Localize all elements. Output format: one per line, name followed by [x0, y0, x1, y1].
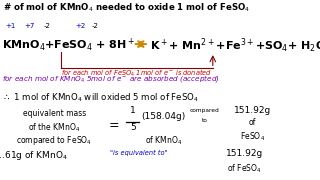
Text: $\therefore$ 1 mol of KMnO$_4$ will oxided 5 mol of FeSO$_4$: $\therefore$ 1 mol of KMnO$_4$ will oxid…: [2, 92, 198, 104]
Text: 31.61g of KMnO$_4$: 31.61g of KMnO$_4$: [0, 149, 68, 162]
Text: FeSO$_4$: FeSO$_4$: [240, 130, 265, 143]
Text: 151.92g: 151.92g: [234, 106, 271, 115]
Text: of KMnO$_4$: of KMnO$_4$: [145, 134, 182, 147]
Text: for each mol of KMnO$_4$ 5mol of e$^-$ are absorbed (accepted): for each mol of KMnO$_4$ 5mol of e$^-$ a…: [2, 73, 220, 84]
Text: KMnO$_4$+FeSO$_4$ + 8H$^+$: KMnO$_4$+FeSO$_4$ + 8H$^+$: [2, 37, 135, 54]
Text: compared: compared: [190, 108, 220, 113]
Text: +2: +2: [75, 22, 85, 28]
Text: (158.04g): (158.04g): [141, 112, 185, 121]
Text: =: =: [108, 119, 119, 132]
Text: for each mol of FeSO$_4$ 1mol of e$^-$ is donated: for each mol of FeSO$_4$ 1mol of e$^-$ i…: [61, 68, 212, 79]
Text: +1: +1: [5, 22, 15, 28]
Text: 5: 5: [130, 123, 136, 132]
Text: compared to FeSO$_4$: compared to FeSO$_4$: [16, 134, 92, 147]
Text: K$^+$+ Mn$^{2+}$+Fe$^{3+}$+SO$_4$+ H$_2$O: K$^+$+ Mn$^{2+}$+Fe$^{3+}$+SO$_4$+ H$_2$…: [150, 37, 320, 55]
Text: 151.92g: 151.92g: [226, 148, 263, 158]
Text: "is equivalent to": "is equivalent to": [110, 149, 168, 156]
Text: # of mol of KMnO$_4$ needed to oxide 1 mol of FeSO$_4$: # of mol of KMnO$_4$ needed to oxide 1 m…: [3, 2, 251, 14]
Text: of the KMnO$_4$: of the KMnO$_4$: [28, 122, 81, 134]
Text: -2: -2: [43, 22, 50, 28]
Text: of: of: [249, 118, 257, 127]
Text: equivalent mass: equivalent mass: [23, 109, 86, 118]
Text: 1: 1: [130, 106, 136, 115]
Text: -2: -2: [91, 22, 98, 28]
Text: +7: +7: [24, 22, 34, 28]
Text: of FeSO$_4$: of FeSO$_4$: [228, 163, 262, 175]
Text: to: to: [202, 118, 208, 123]
